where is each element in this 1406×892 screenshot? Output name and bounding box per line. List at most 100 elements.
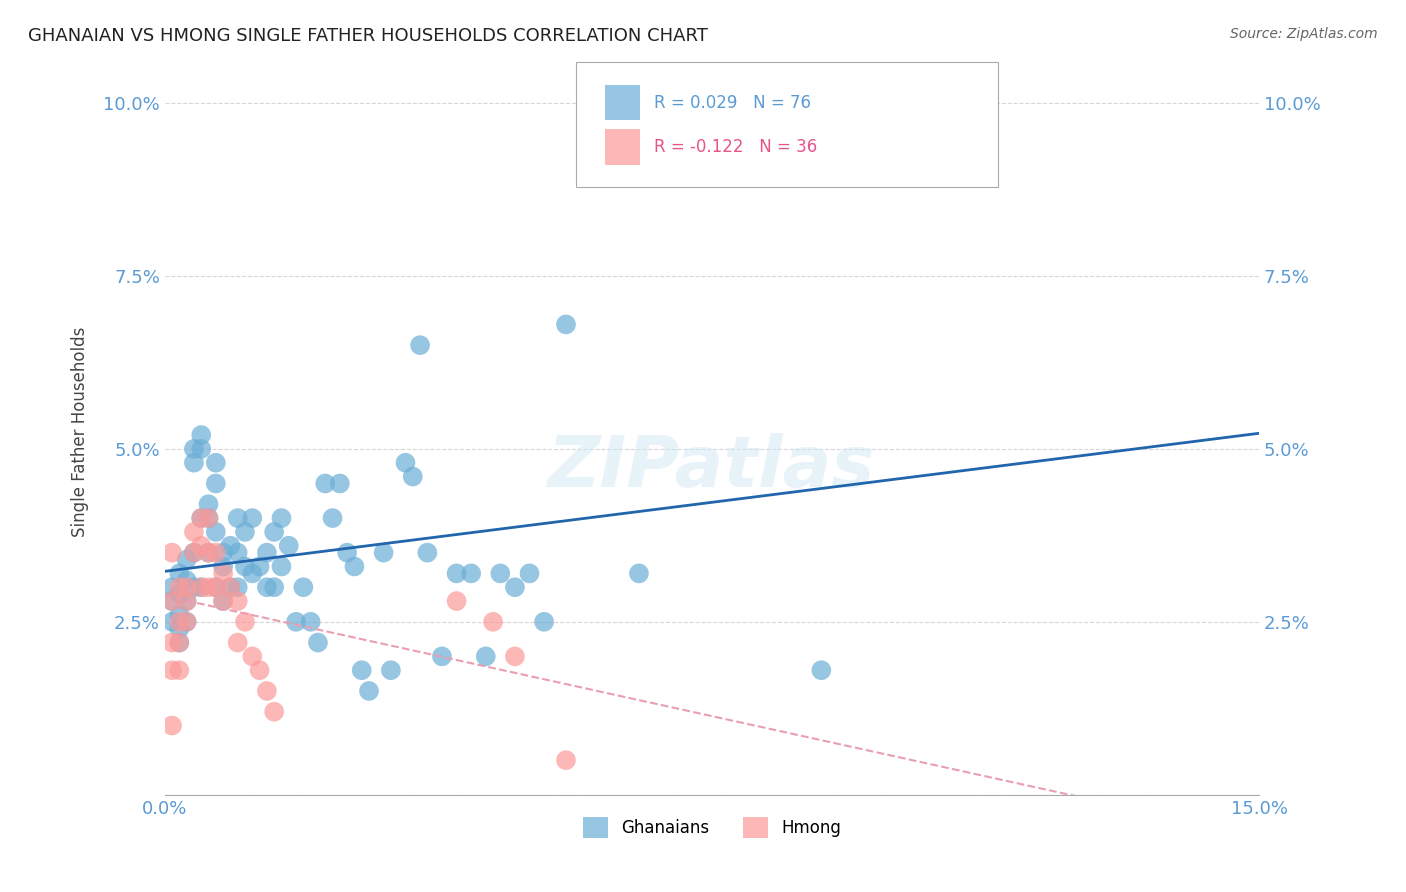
Point	[219, 539, 242, 553]
Point	[263, 524, 285, 539]
Point	[169, 587, 191, 601]
Point	[190, 511, 212, 525]
Point	[256, 546, 278, 560]
Point	[219, 580, 242, 594]
Point	[519, 566, 541, 581]
Point	[169, 607, 191, 622]
Point	[533, 615, 555, 629]
Point	[322, 511, 344, 525]
Point	[846, 124, 869, 138]
Point	[314, 476, 336, 491]
Point	[240, 511, 263, 525]
Point	[402, 469, 425, 483]
Point	[176, 574, 198, 588]
Point	[169, 635, 191, 649]
Point	[233, 559, 256, 574]
Point	[204, 580, 226, 594]
Point	[233, 524, 256, 539]
Point	[160, 594, 183, 608]
Point	[212, 594, 235, 608]
Text: GHANAIAN VS HMONG SINGLE FATHER HOUSEHOLDS CORRELATION CHART: GHANAIAN VS HMONG SINGLE FATHER HOUSEHOL…	[28, 27, 709, 45]
Point	[183, 580, 205, 594]
Point	[292, 580, 315, 594]
Point	[249, 663, 271, 677]
Point	[394, 456, 416, 470]
Point	[183, 546, 205, 560]
Point	[446, 566, 468, 581]
Point	[169, 566, 191, 581]
Point	[263, 705, 285, 719]
Point	[555, 318, 578, 332]
Text: Source: ZipAtlas.com: Source: ZipAtlas.com	[1230, 27, 1378, 41]
Point	[380, 663, 402, 677]
Point	[183, 524, 205, 539]
Point	[219, 580, 242, 594]
Point	[183, 546, 205, 560]
Legend: Ghanaians, Hmong: Ghanaians, Hmong	[576, 811, 848, 845]
Point	[204, 456, 226, 470]
Point	[160, 546, 183, 560]
Point	[190, 580, 212, 594]
Point	[197, 546, 219, 560]
Point	[197, 511, 219, 525]
Point	[160, 594, 183, 608]
Point	[160, 663, 183, 677]
Point	[197, 497, 219, 511]
Point	[183, 456, 205, 470]
Point	[176, 615, 198, 629]
Point	[190, 428, 212, 442]
Point	[226, 594, 249, 608]
Point	[212, 546, 235, 560]
Point	[474, 649, 496, 664]
Point	[212, 594, 235, 608]
Point	[169, 635, 191, 649]
Point	[336, 546, 359, 560]
Point	[190, 580, 212, 594]
Point	[256, 684, 278, 698]
Point	[204, 546, 226, 560]
Point	[212, 559, 235, 574]
Point	[169, 615, 191, 629]
Text: ZIPatlas: ZIPatlas	[548, 434, 876, 502]
Text: R = 0.029   N = 76: R = 0.029 N = 76	[654, 94, 811, 112]
Point	[176, 615, 198, 629]
Point	[263, 580, 285, 594]
Point	[503, 580, 526, 594]
Text: R = -0.122   N = 36: R = -0.122 N = 36	[654, 138, 817, 156]
Point	[160, 718, 183, 732]
Point	[176, 594, 198, 608]
Point	[160, 615, 183, 629]
Point	[249, 559, 271, 574]
Point	[482, 615, 505, 629]
Point	[409, 338, 432, 352]
Point	[212, 566, 235, 581]
Point	[350, 663, 373, 677]
Y-axis label: Single Father Households: Single Father Households	[72, 326, 89, 537]
Point	[226, 635, 249, 649]
Point	[190, 539, 212, 553]
Point	[307, 635, 329, 649]
Point	[226, 546, 249, 560]
Point	[183, 442, 205, 456]
Point	[176, 580, 198, 594]
Point	[190, 511, 212, 525]
Point	[169, 663, 191, 677]
Point	[270, 511, 292, 525]
Point	[357, 684, 380, 698]
Point	[430, 649, 453, 664]
Point	[277, 539, 299, 553]
Point	[197, 511, 219, 525]
Point	[226, 511, 249, 525]
Point	[176, 594, 198, 608]
Point	[555, 753, 578, 767]
Point	[169, 622, 191, 636]
Point	[197, 580, 219, 594]
Point	[240, 649, 263, 664]
Point	[299, 615, 322, 629]
Point	[169, 580, 191, 594]
Point	[810, 663, 832, 677]
Point	[160, 635, 183, 649]
Point	[285, 615, 308, 629]
Point	[204, 580, 226, 594]
Point	[256, 580, 278, 594]
